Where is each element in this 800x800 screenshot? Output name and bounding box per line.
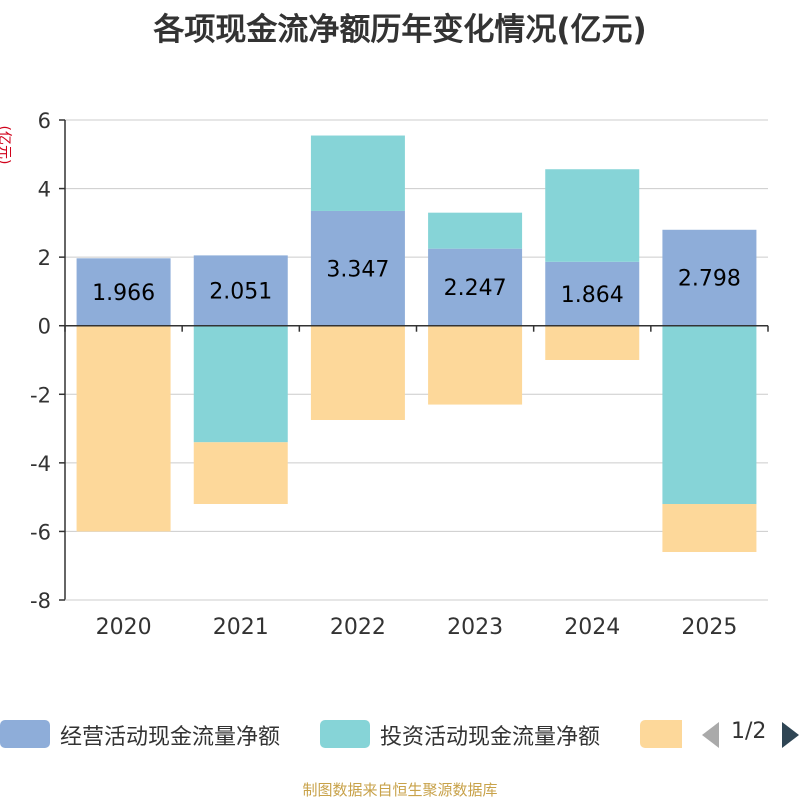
chart-title: 各项现金流净额历年变化情况(亿元) — [153, 12, 647, 48]
data-label-operating: 2.798 — [678, 267, 741, 292]
cash-flow-chart: 1.966 2.051 3.347 2.247 1.864 2.798 6 4 2 0 -2 -4 -… — [0, 109, 769, 640]
bar-operating[interactable] — [193, 255, 288, 326]
y-tick-label: 0 — [38, 315, 51, 339]
data-labels: 1.966 2.051 3.347 2.247 1.864 2.798 — [92, 257, 741, 307]
y-tick-label: -8 — [30, 589, 51, 613]
legend-page-indicator: 1/2 — [731, 719, 767, 744]
y-tick-label: 6 — [38, 109, 51, 133]
bar-financing[interactable] — [310, 325, 405, 420]
legend-label-operating[interactable]: 经营活动现金流量净额 — [60, 725, 281, 750]
data-label-operating: 1.966 — [92, 281, 155, 306]
y-tick-label: -4 — [30, 452, 51, 476]
axes: 6 4 2 0 -2 -4 -6 -8 2020 2021 2022 2023 2024 2025 — [30, 109, 769, 640]
y-tick-label: -2 — [30, 383, 51, 407]
bar-operating[interactable] — [662, 229, 757, 326]
x-tick-label: 2023 — [447, 615, 503, 640]
y-tick-label: -6 — [30, 520, 51, 544]
x-tick-label: 2022 — [330, 615, 386, 640]
bar-operating[interactable] — [76, 258, 171, 326]
bar-financing[interactable] — [662, 504, 757, 552]
x-tick-label: 2021 — [213, 615, 269, 640]
y-axis-unit-label: (亿元) — [0, 126, 12, 165]
legend-swatch-financing[interactable] — [640, 720, 682, 748]
data-label-operating: 2.051 — [209, 280, 272, 305]
legend-label-investing[interactable]: 投资活动现金流量净额 — [380, 725, 601, 750]
bar-operating[interactable] — [545, 261, 640, 326]
bar-investing[interactable] — [428, 212, 523, 249]
x-tick-label: 2025 — [681, 615, 737, 640]
y-tick-label: 4 — [38, 178, 51, 202]
x-tick-label: 2024 — [564, 615, 620, 640]
bar-operating[interactable] — [428, 248, 523, 326]
bar-financing[interactable] — [193, 442, 288, 504]
bar-investing[interactable] — [662, 325, 757, 504]
legend-swatch-operating[interactable] — [0, 720, 50, 748]
bar-investing[interactable] — [545, 169, 640, 262]
bars — [76, 135, 757, 552]
legend-next-page-icon[interactable] — [782, 722, 799, 748]
bar-financing[interactable] — [76, 325, 171, 532]
x-tick-label: 2020 — [96, 615, 152, 640]
legend-prev-page-icon[interactable] — [702, 722, 719, 748]
data-label-operating: 2.247 — [444, 276, 507, 301]
bar-investing[interactable] — [193, 325, 288, 443]
data-source-note: 制图数据来自恒生聚源数据库 — [302, 781, 498, 799]
bar-investing[interactable] — [310, 135, 405, 211]
legend-swatch-investing[interactable] — [320, 720, 370, 748]
bar-financing[interactable] — [428, 325, 523, 405]
data-label-operating: 3.347 — [326, 257, 389, 282]
y-tick-label: 2 — [38, 246, 51, 270]
bar-operating[interactable] — [310, 210, 405, 326]
bar-financing[interactable] — [545, 325, 640, 360]
data-label-operating: 1.864 — [561, 283, 624, 308]
